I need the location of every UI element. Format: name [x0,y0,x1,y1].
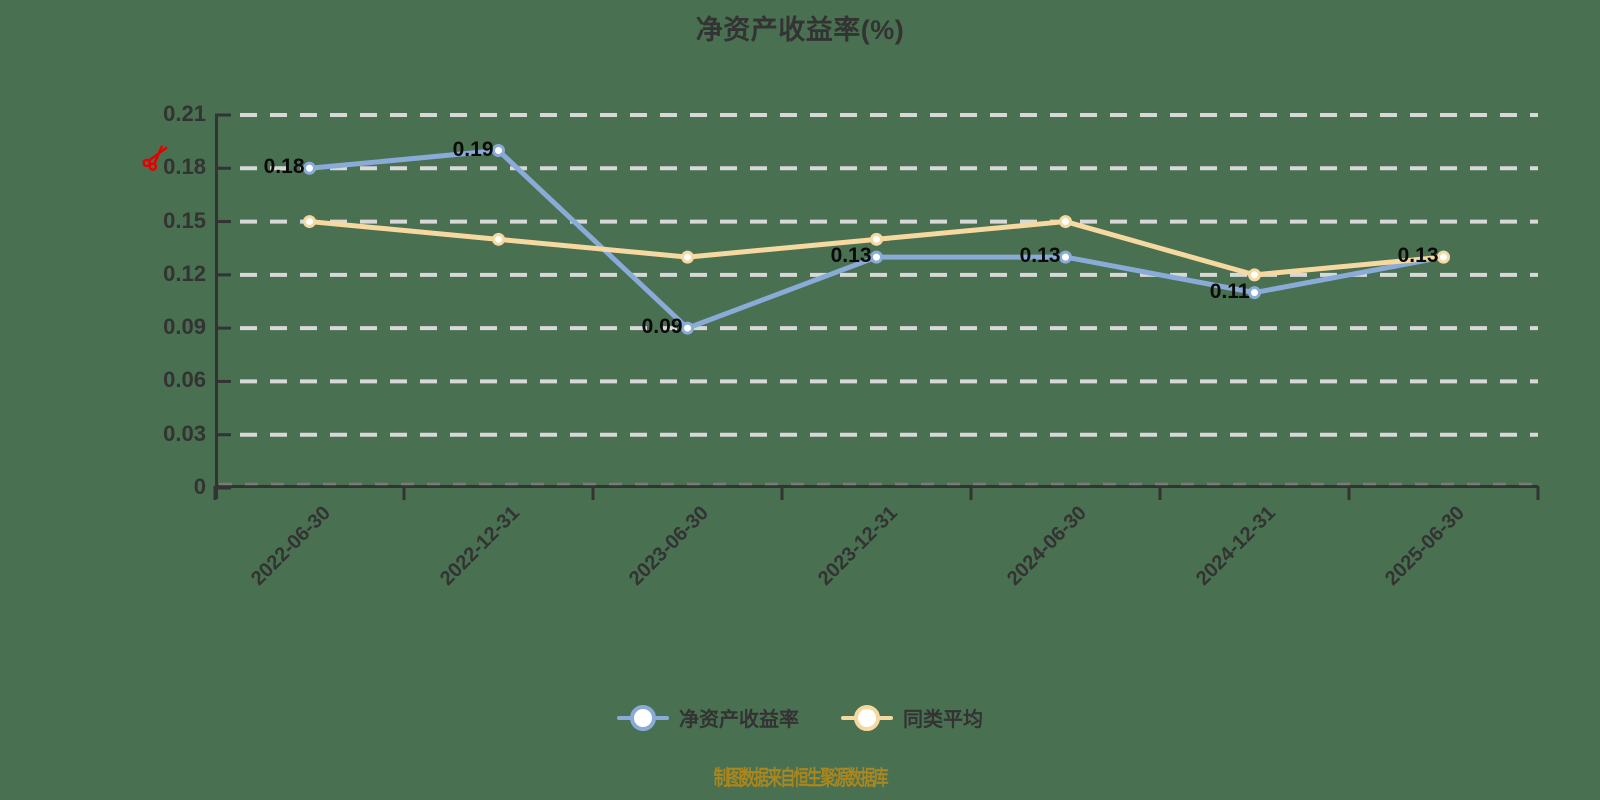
y-axis-label: 0.21 [163,101,206,126]
data-source-caption-text: 制图数据来自恒生聚源数据库 [713,767,888,790]
legend-marker-roe-icon [617,704,669,731]
data-point-label: 0.18 [263,155,305,179]
legend-marker-avg-icon [841,704,893,731]
y-axis-label: 0.12 [163,260,206,286]
series-line-1 [307,219,1446,278]
data-point[interactable] [492,232,505,246]
data-point[interactable] [1248,268,1261,282]
data-point-label: 0.13 [1019,244,1061,268]
y-axis-label: 0.09 [163,314,206,340]
data-point[interactable] [492,144,505,158]
data-point[interactable] [303,215,316,229]
data-point-label: 0.13 [830,244,872,268]
scissors-icon [142,145,168,171]
data-source-caption: 制图数据来自恒生聚源数据库 [0,762,1600,792]
data-point[interactable] [681,321,694,335]
data-point[interactable] [1059,215,1072,229]
y-axis-label: 0 [193,474,206,499]
data-point[interactable] [303,161,316,175]
data-point-label: 0.13 [1397,244,1439,268]
legend-label-roe: 净资产收益率 [679,709,799,731]
data-point-label: 0.09 [641,315,683,339]
legend-item-avg[interactable]: 同类平均 [841,703,983,732]
data-point-label: 0.11 [1209,279,1250,303]
y-axis-label: 0.15 [163,207,206,233]
chart-title: 净资产收益率(%) [695,15,905,45]
data-point-label: 0.19 [452,137,494,161]
y-axis-label: 0.18 [163,154,206,180]
data-point[interactable] [870,250,883,264]
data-point[interactable] [681,250,694,264]
legend-label-avg: 同类平均 [903,709,983,731]
y-axis-label: 0.06 [163,367,206,393]
y-axis-label: 0.03 [163,420,206,446]
data-point[interactable] [1248,286,1261,300]
legend-item-roe[interactable]: 净资产收益率 [617,703,799,732]
data-point[interactable] [1437,250,1450,264]
data-point[interactable] [870,232,883,246]
chart-legend: 净资产收益率 同类平均 [0,703,1600,732]
data-point[interactable] [1059,250,1072,264]
